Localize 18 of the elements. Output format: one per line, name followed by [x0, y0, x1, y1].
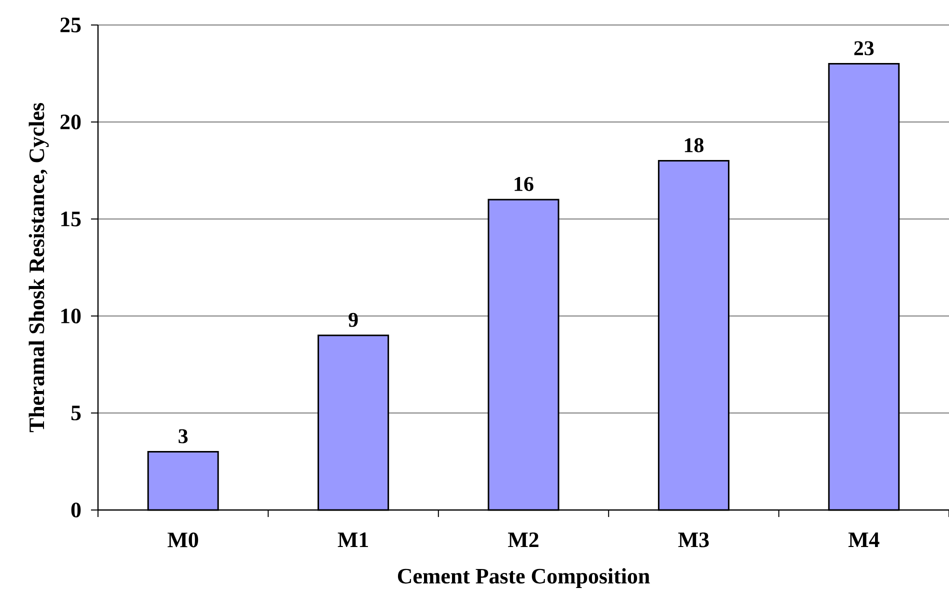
- data-label: 3: [178, 429, 188, 444]
- y-axis-title: Theramal Shosk Resistance, Cycles: [28, 103, 49, 432]
- data-label: 16: [514, 177, 534, 192]
- x-tick-label: M4: [848, 532, 880, 547]
- y-tick-label: 15: [61, 212, 81, 226]
- x-tick-label: M1: [338, 532, 368, 547]
- x-axis-title: Cement Paste Composition: [398, 568, 650, 588]
- data-label: 9: [348, 312, 358, 327]
- y-tick-label: 10: [61, 308, 81, 324]
- y-tick-label: 20: [60, 114, 81, 130]
- x-tick-label: M2: [508, 532, 538, 548]
- x-tick-label: M0: [168, 532, 198, 548]
- y-tick-label: 0: [71, 502, 81, 518]
- data-label: 23: [854, 41, 874, 56]
- data-label: 18: [684, 138, 704, 152]
- y-tick-label: 5: [71, 406, 81, 420]
- y-tick-label: 25: [60, 18, 81, 32]
- x-tick-label: M3: [678, 532, 709, 548]
